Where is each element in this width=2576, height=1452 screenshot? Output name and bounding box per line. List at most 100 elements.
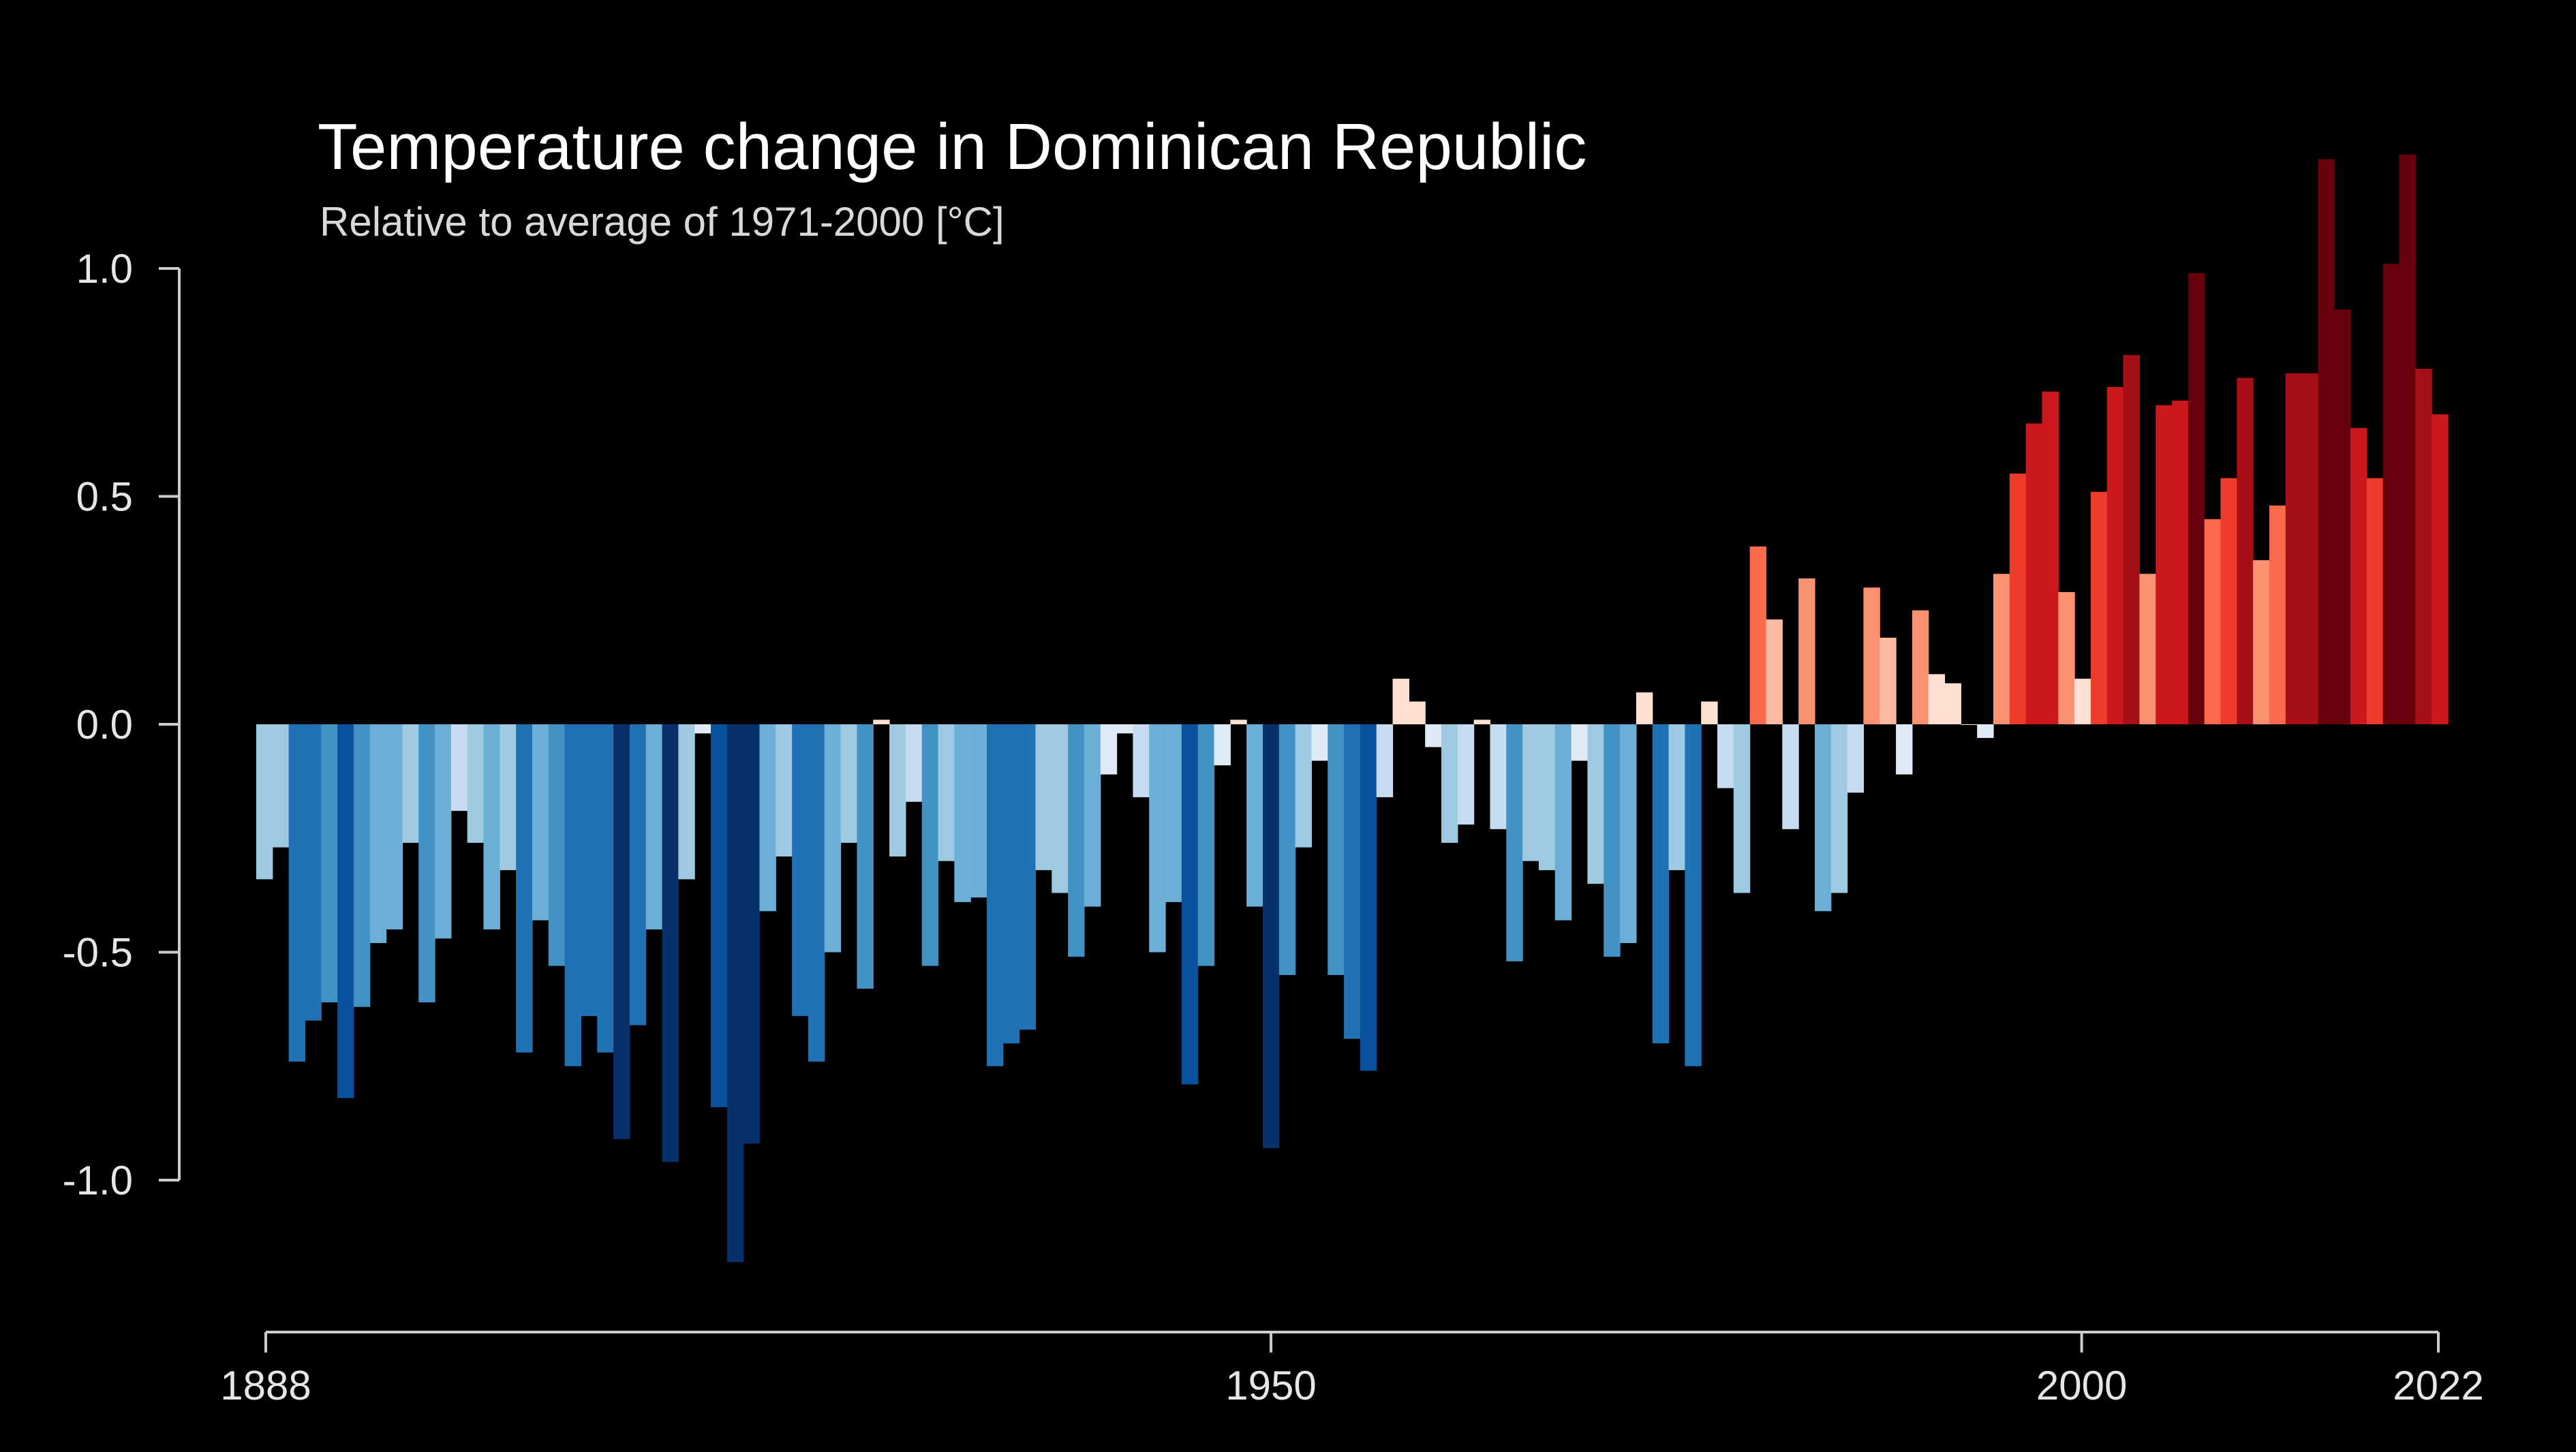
bar-1988	[1880, 637, 1897, 724]
bar-1975	[1668, 724, 1685, 871]
bar-1944	[1165, 724, 1182, 902]
bar-1891	[305, 724, 322, 1021]
bar-1901	[467, 724, 485, 843]
bar-1899	[435, 724, 452, 939]
bar-1966	[1522, 724, 1539, 861]
bar-1994	[1977, 724, 1994, 739]
bar-1964	[1490, 724, 1507, 829]
bar-2004	[2139, 574, 2156, 724]
bar-2002	[2106, 386, 2124, 724]
bar-1969	[1571, 724, 1589, 761]
bar-1959	[1409, 701, 1426, 724]
bar-1930	[938, 724, 955, 861]
bar-1943	[1149, 724, 1166, 953]
bar-1903	[500, 724, 517, 871]
bar-1953	[1311, 724, 1328, 761]
bar-2001	[2090, 491, 2108, 724]
bar-1939	[1084, 724, 1101, 907]
bar-1992	[1944, 683, 1961, 724]
bar-2019	[2382, 264, 2400, 724]
bar-1911	[629, 724, 647, 1025]
bar-2000	[2074, 679, 2091, 724]
bar-2008	[2204, 519, 2222, 724]
bar-1921	[792, 724, 809, 1017]
bar-2014	[2301, 373, 2319, 724]
bar-1936	[1035, 724, 1052, 871]
bar-1924	[840, 724, 858, 843]
bar-1893	[337, 724, 354, 1098]
bar-1907	[564, 724, 582, 1066]
bar-1888	[256, 724, 273, 880]
bar-1961	[1441, 724, 1458, 843]
bar-2013	[2285, 373, 2303, 724]
bar-2016	[2334, 309, 2351, 725]
bar-1952	[1295, 724, 1313, 848]
bar-1909	[597, 724, 614, 1053]
bar-1941	[1116, 724, 1133, 734]
bar-2011	[2253, 560, 2270, 724]
bar-1967	[1538, 724, 1556, 871]
bar-2012	[2269, 505, 2286, 724]
bar-1919	[759, 724, 776, 912]
bar-1898	[418, 724, 435, 1003]
bar-2017	[2350, 428, 2367, 724]
bar-1958	[1392, 679, 1409, 724]
bar-1897	[402, 724, 419, 843]
bar-1926	[873, 720, 890, 724]
bar-1971	[1604, 724, 1621, 957]
bar-1985	[1830, 724, 1848, 893]
bar-1974	[1652, 724, 1670, 1044]
bar-1916	[711, 724, 728, 1107]
y-tick-label: -0.5	[63, 930, 133, 976]
bar-2007	[2188, 273, 2205, 724]
x-tick-label: 1888	[220, 1363, 311, 1408]
bar-2015	[2318, 159, 2335, 724]
bar-1938	[1068, 724, 1085, 957]
bar-1976	[1685, 724, 1702, 1066]
y-tick-label: 1.0	[76, 246, 133, 292]
y-axis: -1.0 -0.5 0.0 0.5 1.0	[63, 246, 181, 1203]
y-tick-label: -1.0	[63, 1158, 133, 1203]
bar-1923	[824, 724, 842, 953]
bar-1902	[483, 724, 500, 930]
bar-2010	[2237, 377, 2254, 724]
bar-1996	[2009, 474, 2027, 724]
bar-1978	[1717, 724, 1734, 788]
bar-1960	[1425, 724, 1442, 747]
bar-1904	[516, 724, 533, 1053]
bar-1957	[1376, 724, 1394, 798]
bar-1931	[954, 724, 971, 902]
bar-2021	[2415, 369, 2432, 724]
bar-1912	[645, 724, 663, 930]
bar-1945	[1181, 724, 1199, 1085]
bar-1915	[694, 724, 711, 734]
bar-1933	[987, 724, 1004, 1066]
y-tick-label: 0.5	[76, 474, 133, 520]
bar-2022	[2432, 414, 2449, 724]
bar-1927	[889, 724, 906, 857]
bar-1968	[1554, 724, 1572, 921]
bar-1896	[386, 724, 403, 930]
bar-1948	[1230, 720, 1247, 724]
bar-1929	[921, 724, 939, 966]
bar-1914	[678, 724, 695, 880]
bar-1894	[353, 724, 371, 1007]
bar-1993	[1961, 724, 1978, 725]
bar-1905	[532, 724, 549, 921]
bar-2003	[2123, 355, 2140, 724]
bar-1983	[1798, 578, 1815, 724]
bar-1995	[1993, 574, 2010, 724]
bar-1980	[1749, 546, 1767, 724]
bar-1981	[1766, 619, 1783, 724]
bar-1889	[272, 724, 290, 848]
bar-2018	[2366, 478, 2384, 724]
bar-1920	[776, 724, 793, 857]
bar-1947	[1214, 724, 1231, 766]
bar-1997	[2025, 423, 2043, 724]
bar-1950	[1262, 724, 1280, 1149]
bar-2009	[2220, 478, 2237, 724]
bar-1973	[1636, 692, 1653, 724]
bar-1940	[1100, 724, 1118, 775]
x-axis: 1888 1950 2000 2022	[220, 1331, 2484, 1408]
bar-1918	[743, 724, 761, 1144]
